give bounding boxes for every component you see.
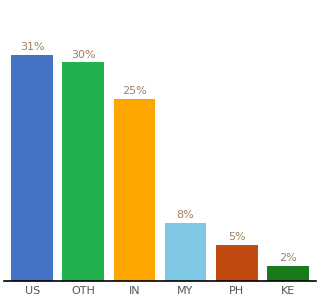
Bar: [164, 223, 206, 281]
Bar: [267, 266, 309, 281]
Bar: [216, 244, 258, 281]
Bar: [62, 62, 104, 281]
Text: 2%: 2%: [279, 254, 297, 263]
Text: 5%: 5%: [228, 232, 245, 242]
Bar: [11, 55, 53, 281]
Text: 8%: 8%: [177, 210, 195, 220]
Text: 30%: 30%: [71, 50, 96, 59]
Bar: [114, 99, 156, 281]
Text: 31%: 31%: [20, 42, 44, 52]
Text: 25%: 25%: [122, 86, 147, 96]
